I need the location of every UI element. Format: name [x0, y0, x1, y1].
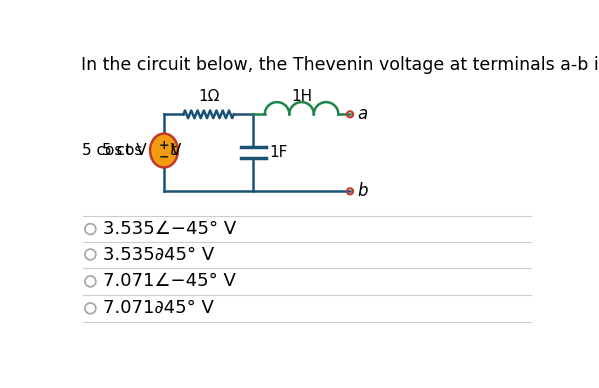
- Text: t: t: [169, 143, 175, 158]
- Text: 7.071∂45° V: 7.071∂45° V: [103, 300, 214, 317]
- Text: b: b: [358, 182, 368, 200]
- Text: 1F: 1F: [270, 146, 288, 160]
- Text: +: +: [159, 139, 170, 152]
- Text: a: a: [358, 105, 368, 123]
- Text: −: −: [159, 150, 170, 163]
- Text: In the circuit below, the Thevenin voltage at terminals a-b is:: In the circuit below, the Thevenin volta…: [81, 56, 599, 74]
- Ellipse shape: [150, 133, 178, 168]
- Text: 7.071∠−45° V: 7.071∠−45° V: [103, 272, 235, 290]
- Text: 3.535∠−45° V: 3.535∠−45° V: [103, 220, 236, 238]
- Text: V: V: [166, 143, 181, 158]
- Text: 5 cos t V: 5 cos t V: [81, 143, 146, 158]
- Text: 1Ω: 1Ω: [198, 88, 219, 104]
- Text: 3.535∂45° V: 3.535∂45° V: [103, 246, 214, 263]
- Text: 1H: 1H: [291, 88, 312, 104]
- Text: 5 cos: 5 cos: [102, 143, 147, 158]
